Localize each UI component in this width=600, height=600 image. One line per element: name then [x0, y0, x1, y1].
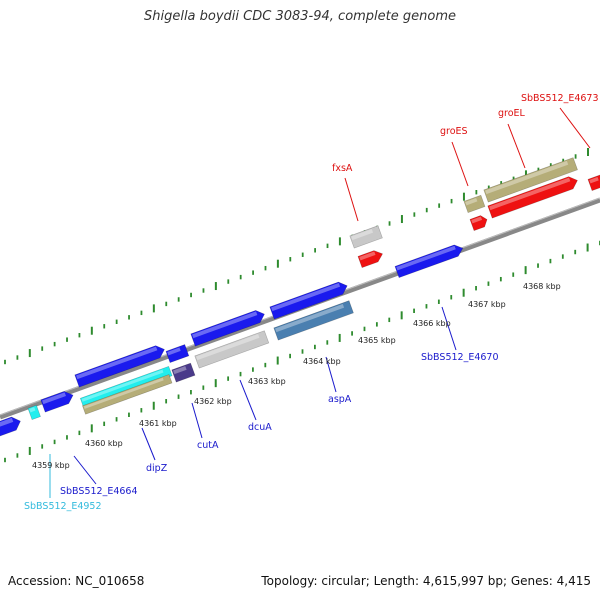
gene-label-fxsa[interactable]: fxsA: [332, 163, 353, 174]
gene-label-layer: SbBS512_E4952 SbBS512_E4664 dipZ cutA dcuA as…: [24, 93, 599, 512]
bottom-tick-row: [4, 240, 600, 463]
leader-dipz: [141, 427, 156, 461]
gene-block-dcua: [194, 330, 270, 369]
accession-text: Accession: NC_010658: [8, 574, 145, 588]
gene-block-cyan: [79, 365, 173, 409]
gene-block-e4952: [27, 404, 41, 421]
leader-groes: [451, 141, 469, 187]
leader-cuta: [191, 402, 203, 439]
gene-block-e4673: [587, 174, 600, 192]
gene-label-groel[interactable]: groEL: [498, 108, 526, 119]
leader-groel: [507, 123, 526, 169]
gene-label-aspa[interactable]: aspA: [328, 394, 352, 405]
gene-block-e4670: [394, 244, 464, 279]
scale-label: 4367 kbp: [468, 300, 506, 309]
gene-block-blue-b: [165, 344, 190, 364]
gene-label-sbbs512-e4670[interactable]: SbBS512_E4670: [421, 352, 499, 363]
map-title: Shigella boydii CDC 3083-94, complete ge…: [143, 9, 457, 24]
top-tick-row: [4, 148, 589, 365]
gene-features: [0, 157, 600, 437]
gene-block-aspa: [273, 300, 354, 341]
gene-label-sbbs512-e4952[interactable]: SbBS512_E4952: [24, 501, 102, 512]
scale-label: 4363 kbp: [248, 377, 286, 386]
gene-label-groes[interactable]: groES: [440, 126, 468, 137]
scale-label-layer: 4359 kbp 4360 kbp 4361 kbp 4362 kbp 4363 kbp…: [32, 282, 561, 470]
scale-label: 4366 kbp: [413, 319, 451, 328]
scale-label: 4362 kbp: [194, 397, 232, 406]
leader-sbbs512-e4664: [73, 455, 97, 485]
gene-label-sbbs512-e4664[interactable]: SbBS512_E4664: [60, 486, 138, 497]
label-leader-lines: [49, 107, 591, 498]
gene-block-cuta: [171, 362, 196, 383]
gene-label-dcua[interactable]: dcuA: [248, 422, 272, 433]
gene-label-sbbs512-e4673[interactable]: SbBS512_E4673: [521, 93, 599, 104]
scale-label: 4359 kbp: [32, 461, 70, 470]
leader-aspa: [325, 356, 337, 393]
scale-label: 4364 kbp: [303, 357, 341, 366]
scale-label: 4361 kbp: [139, 419, 177, 428]
gene-block-e4664: [40, 391, 74, 413]
gene-block-red-c: [487, 176, 578, 219]
scale-label: 4368 kbp: [523, 282, 561, 291]
gene-block-red-a: [357, 250, 384, 269]
gene-block-blue-d: [269, 281, 348, 320]
gene-block-red-b: [469, 215, 488, 232]
topology-text: Topology: circular; Length: 4,615,997 bp…: [261, 574, 591, 588]
gene-label-cuta[interactable]: cutA: [197, 440, 219, 451]
leader-fxsa: [344, 177, 359, 222]
leader-sbbs512-e4673: [559, 107, 591, 149]
scale-label: 4365 kbp: [358, 336, 396, 345]
gene-block-groes: [463, 194, 486, 214]
gene-block-blue-a: [74, 345, 165, 388]
leader-dcua: [239, 379, 257, 421]
gene-block-groel: [483, 157, 578, 203]
gene-block-blue-c: [190, 310, 265, 347]
scale-label: 4360 kbp: [85, 439, 123, 448]
leader-sbbs512-e4670: [441, 306, 457, 351]
gene-block-left-edge: [0, 416, 21, 437]
gene-block-dipz: [82, 374, 173, 415]
gene-label-dipz[interactable]: dipZ: [146, 463, 168, 474]
gene-block-fxsa: [349, 225, 383, 249]
